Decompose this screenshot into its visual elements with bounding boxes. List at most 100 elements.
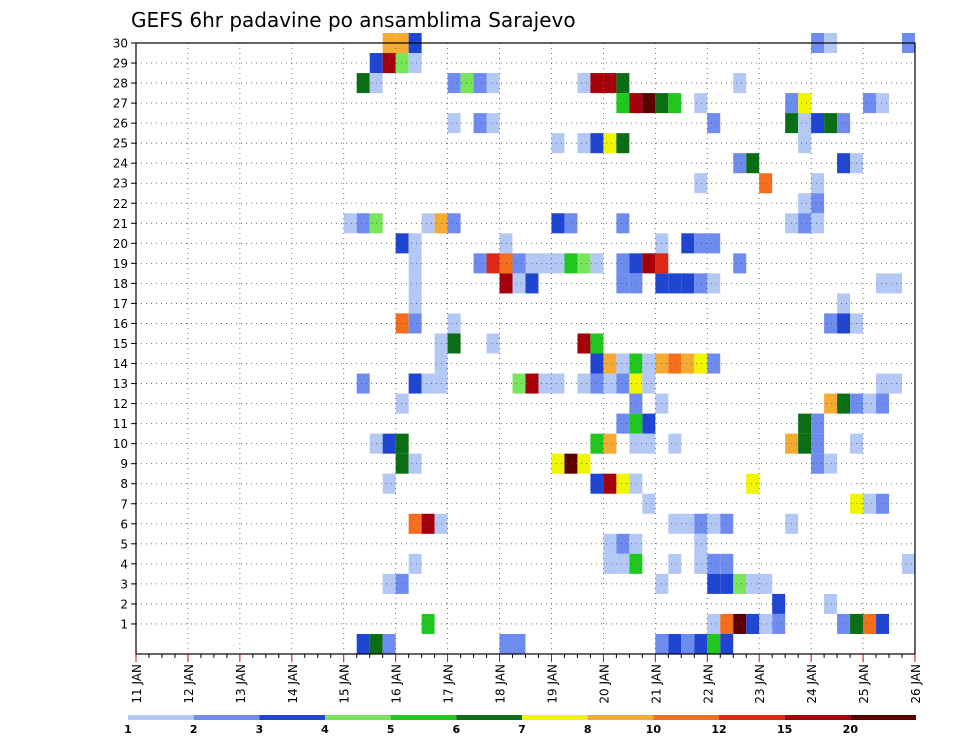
heatmap-cell [616,73,630,94]
heatmap-cell [577,333,591,354]
heatmap-cell [798,413,812,434]
heatmap-cell [408,233,422,254]
x-tick-label: 26 JAN [909,664,923,704]
heatmap-cell [759,613,773,634]
heatmap-cell [616,133,630,154]
heatmap-cell [642,373,656,394]
heatmap-cell [603,353,617,374]
heatmap-cell [863,613,877,634]
x-tick-label: 21 JAN [649,664,663,704]
heatmap-cell [746,613,760,634]
y-tick-label: 1 [120,617,128,631]
y-tick-label: 22 [113,197,128,211]
heatmap-cell [863,393,877,414]
heatmap-cell [616,93,630,114]
heatmap-cell [447,313,461,334]
heatmap-cell [863,493,877,514]
heatmap-cell [681,353,695,374]
colorbar-swatch [390,715,457,720]
heatmap-cell [395,313,409,334]
heatmap-cell [512,373,526,394]
colorbar-swatch [784,715,851,720]
heatmap-cell [369,633,383,654]
heatmap-cell [733,253,747,274]
heatmap-cell [486,73,500,94]
x-tick-label: 17 JAN [442,664,456,704]
heatmap-cell [356,633,370,654]
y-tick-label: 27 [113,97,128,111]
heatmap-cell [629,413,643,434]
heatmap-cell [733,153,747,174]
colorbar-swatch [193,715,260,720]
colorbar-label: 3 [256,723,264,736]
x-tick-label: 13 JAN [234,664,248,704]
colorbar-label: 15 [777,723,792,736]
heatmap-cell [551,253,565,274]
heatmap-cell [486,333,500,354]
heatmap-cell [629,473,643,494]
heatmap-cell [876,613,890,634]
colorbar-label: 5 [387,723,395,736]
heatmap-cell [759,173,773,194]
heatmap-cell [408,53,422,74]
heatmap-cell [551,133,565,154]
y-tick-label: 19 [113,257,128,271]
heatmap-cell [668,553,682,574]
colorbar-swatch [850,715,916,720]
heatmap-cell [421,373,435,394]
heatmap-cell [603,473,617,494]
y-tick-label: 24 [113,157,128,171]
heatmap-cell [629,373,643,394]
heatmap-cell [382,433,396,454]
heatmap-cell [902,553,915,574]
heatmap-cell [577,373,591,394]
heatmap-cell [707,113,721,134]
heatmap-cell [811,433,825,454]
heatmap-cell [408,513,422,534]
heatmap-cell [733,73,747,94]
heatmap-cell [395,453,409,474]
heatmap-cell [759,573,773,594]
colorbar-swatch [653,715,719,720]
heatmap-cell [408,293,422,314]
heatmap-cell [447,113,461,134]
heatmap-cell [811,453,825,474]
y-tick-label: 25 [113,137,128,151]
x-tick-label: 23 JAN [753,664,767,704]
heatmap-cell [694,533,708,554]
heatmap-cell [889,273,903,294]
heatmap-cell [798,213,812,234]
y-tick-label: 29 [113,57,128,71]
heatmap-cell [603,553,617,574]
heatmap-cell [629,253,643,274]
colorbar-swatch [522,715,588,720]
heatmap-cell [564,253,578,274]
y-tick-label: 16 [113,317,128,331]
y-tick-label: 3 [120,577,128,591]
colorbar-label: 10 [646,723,662,736]
y-tick-label: 15 [113,337,128,351]
heatmap-cell [564,213,578,234]
heatmap-cell [733,573,747,594]
heatmap-cell [707,573,721,594]
heatmap-cell [837,313,851,334]
x-tick-label: 11 JAN [130,664,144,704]
colorbar-label: 7 [518,723,526,736]
colorbar-legend: 1 2 3 4 5 6 7 8 10 12 15 20 [124,715,916,736]
heatmap-cell [798,433,812,454]
heatmap-cell [837,113,851,134]
heatmap-cell [798,193,812,214]
heatmap-cell [473,253,487,274]
heatmap-cell [564,453,578,474]
colorbar-label: 1 [124,723,132,736]
heatmap-cell [837,393,851,414]
heatmap-cell [629,433,643,454]
y-tick-label: 13 [113,377,128,391]
colorbar-label: 8 [584,723,592,736]
heatmap-cell [551,213,565,234]
heatmap-cell [486,113,500,134]
heatmap-cell [603,533,617,554]
colorbar-swatch [325,715,391,720]
heatmap-cell [395,53,409,74]
heatmap-cell [668,433,682,454]
